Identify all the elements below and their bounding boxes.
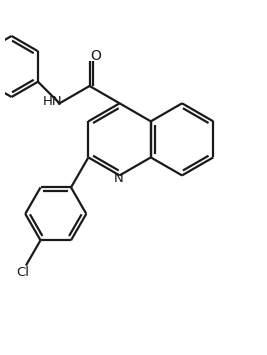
Text: HN: HN xyxy=(43,95,62,108)
Text: N: N xyxy=(113,172,123,185)
Text: O: O xyxy=(90,49,101,63)
Text: Cl: Cl xyxy=(17,266,30,279)
